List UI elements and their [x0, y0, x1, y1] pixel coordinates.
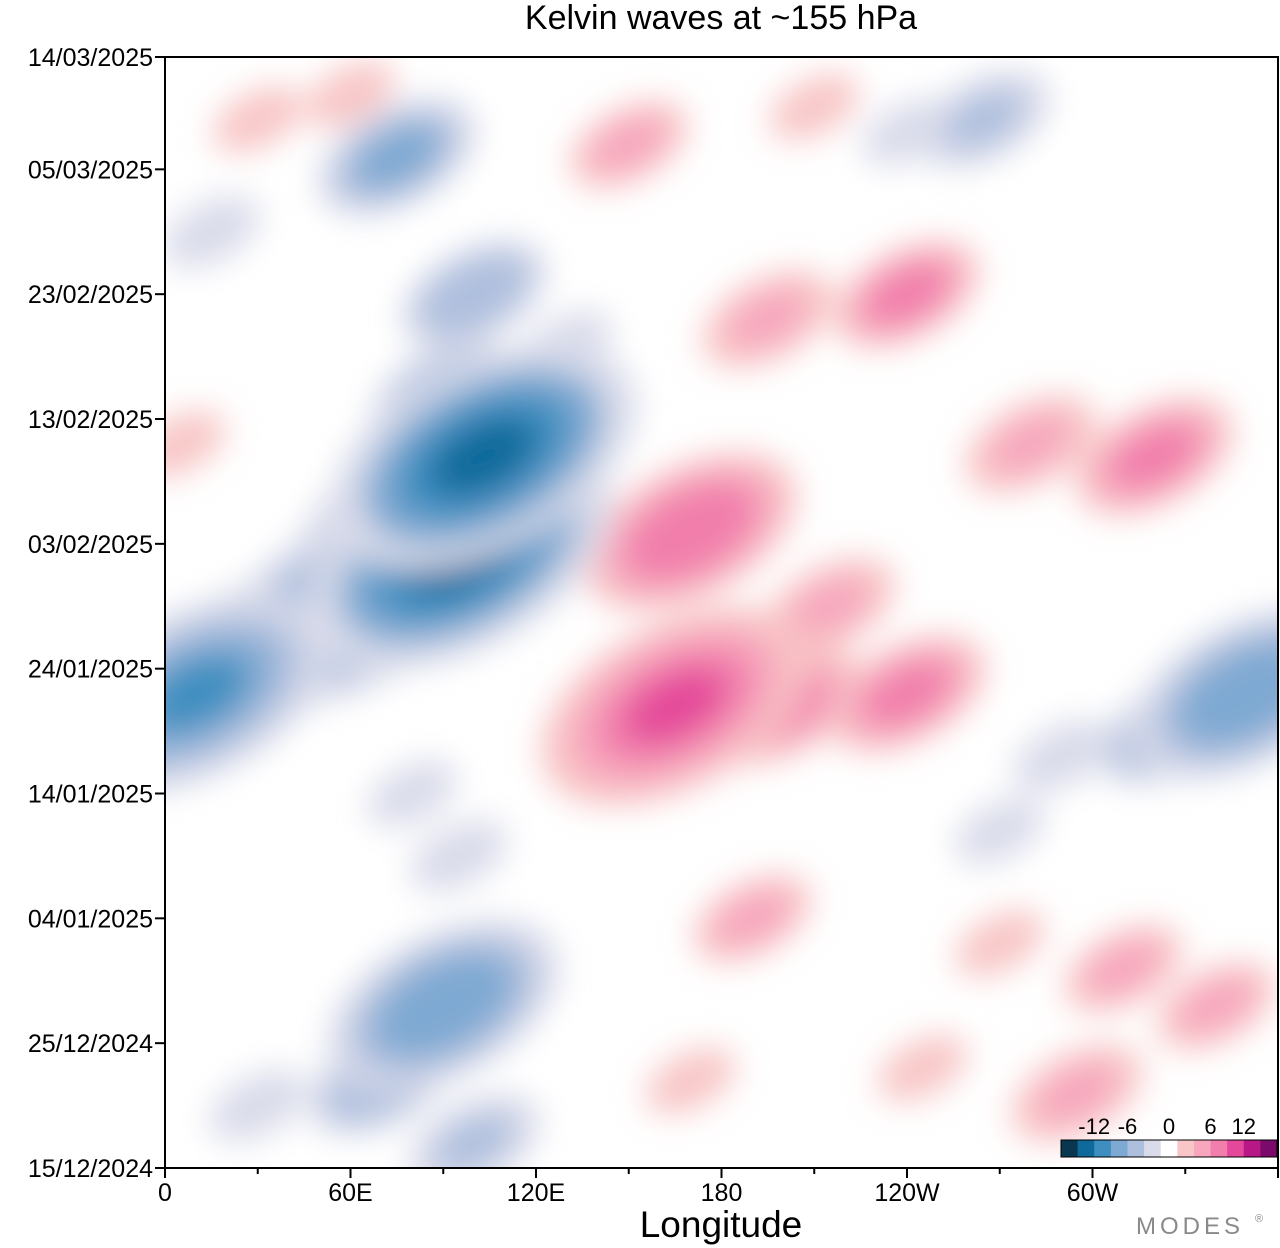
y-tick-label: 13/02/2025 [28, 406, 153, 434]
x-axis: 0 60E 120E 180 120W 60W [158, 1168, 1279, 1207]
anomaly-cell [165, 416, 218, 472]
anomaly-cell [625, 669, 725, 743]
y-tick-label: 14/03/2025 [28, 44, 153, 72]
anomaly-cell [172, 203, 251, 261]
colorbar-swatch [1177, 1140, 1195, 1157]
y-tick-label: 04/01/2025 [28, 905, 153, 933]
colorbar-swatch [1061, 1140, 1079, 1157]
anomaly-cell [313, 66, 388, 122]
colorbar-frame [1060, 1139, 1278, 1158]
modes-logo: MODES [1136, 1213, 1244, 1240]
anomaly-cell [789, 576, 870, 637]
anomaly-cell [1084, 939, 1163, 997]
anomaly-cell [353, 124, 441, 189]
anomaly-cell [944, 89, 1025, 150]
x-tick-label: 60W [1067, 1179, 1119, 1207]
anomaly-cell [375, 766, 450, 821]
colorbar-swatch [1160, 1140, 1178, 1157]
anomaly-cell [165, 656, 246, 731]
x-tick-label: 60E [328, 1179, 372, 1207]
registered-mark: ® [1255, 1213, 1263, 1225]
colorbar-swatch [1144, 1140, 1162, 1157]
anomaly-cell [590, 115, 668, 174]
colorbar-swatch [1260, 1140, 1278, 1157]
anomaly-cell [962, 915, 1037, 971]
anomaly-cell [885, 1040, 960, 1096]
anomaly-cell [1200, 659, 1278, 728]
anomaly-cell [653, 1053, 728, 1109]
y-tick-label: 25/12/2024 [28, 1030, 153, 1058]
colorbar-swatch [1210, 1140, 1228, 1157]
colorbar-swatch [1243, 1140, 1261, 1157]
y-tick-label: 03/02/2025 [28, 531, 153, 559]
colorbar-label: -6 [1118, 1114, 1138, 1139]
colorbar-label: 0 [1163, 1114, 1175, 1139]
x-axis-label: Longitude [640, 1204, 803, 1245]
colorbar: -12 -6 0 6 12 [1060, 1114, 1278, 1158]
colorbar-label: -12 [1078, 1114, 1110, 1139]
colorbar-swatch [1094, 1140, 1112, 1157]
anomaly-cell [434, 1113, 515, 1168]
x-tick-label: 180 [701, 1179, 743, 1207]
anomaly-cell [990, 414, 1071, 474]
anomaly-cell [432, 263, 516, 326]
anomaly-cell [420, 827, 498, 885]
anomaly-cell [1110, 424, 1198, 489]
anomaly-field [165, 61, 1278, 1168]
y-axis: 14/03/2025 05/03/2025 23/02/2025 13/02/2025… [28, 44, 165, 1183]
anomaly-cell [713, 889, 792, 947]
anomaly-cell [1177, 977, 1255, 1035]
colorbar-swatch [1193, 1140, 1212, 1157]
chart-title: Kelvin waves at ~155 hPa [525, 0, 917, 37]
y-tick-label: 24/01/2025 [28, 656, 153, 684]
y-tick-label: 15/12/2024 [28, 1155, 153, 1183]
anomaly-cell [777, 79, 852, 135]
anomaly-cell [863, 661, 951, 726]
x-tick-label: 120E [507, 1179, 565, 1207]
y-tick-label: 23/02/2025 [28, 281, 153, 309]
colorbar-label: 12 [1232, 1114, 1256, 1139]
y-tick-label: 05/03/2025 [28, 156, 153, 184]
anomaly-cell [962, 803, 1037, 859]
anomaly-cell [430, 417, 536, 496]
anomaly-cell [727, 289, 809, 349]
colorbar-swatch [1227, 1140, 1245, 1157]
anomaly-cell [396, 971, 490, 1041]
anomaly-cell [1022, 727, 1101, 785]
x-tick-label: 0 [158, 1179, 172, 1207]
anomaly-cell [219, 1076, 297, 1135]
x-tick-label: 120W [874, 1179, 940, 1207]
colorbar-swatch [1127, 1140, 1145, 1157]
y-tick-label: 14/01/2025 [28, 781, 153, 809]
anomaly-cell [1036, 1063, 1118, 1123]
colorbar-swatch [1110, 1140, 1128, 1157]
anomaly-cell [645, 498, 736, 565]
colorbar-label: 6 [1204, 1114, 1216, 1139]
anomaly-cell [220, 91, 295, 147]
anomaly-cell [865, 263, 949, 326]
colorbar-swatch [1077, 1140, 1095, 1157]
